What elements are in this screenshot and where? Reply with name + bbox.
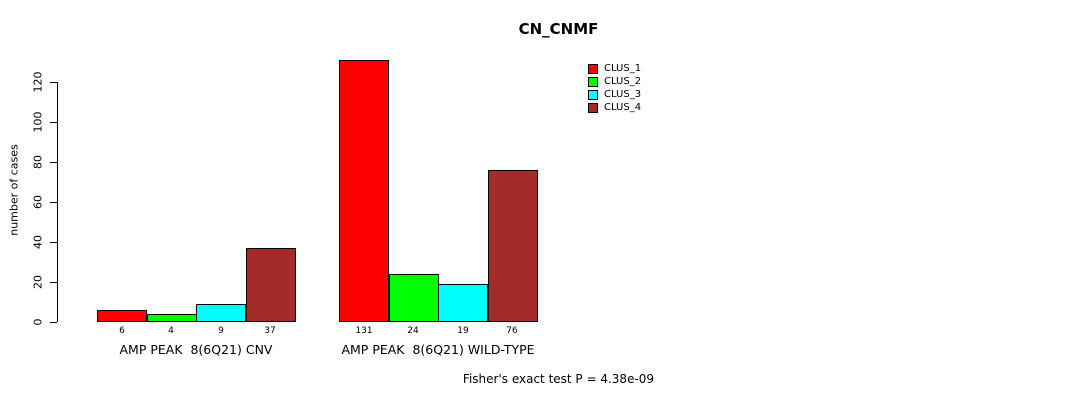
y-axis-tick-label: 80: [31, 155, 45, 169]
y-axis-label: number of cases: [7, 144, 21, 236]
legend-swatch-clus-2: [588, 76, 598, 87]
y-axis-tick-label: 0: [31, 318, 45, 326]
bar-clus-1-group1: [97, 310, 147, 322]
bar-clus-2-group1: [147, 314, 197, 322]
y-axis-tick: [50, 81, 57, 83]
bar-clus-3-group1: [196, 304, 246, 322]
bar-clus-4-group1: [246, 248, 296, 322]
y-axis-tick-label: 20: [31, 275, 45, 289]
legend-swatch-clus-3: [588, 89, 598, 100]
legend-swatch-clus-1: [588, 63, 598, 74]
bar-value-label: 76: [506, 326, 518, 336]
footnote-text: Fisher's exact test P = 4.38e-09: [462, 372, 655, 386]
legend-row: CLUS_4: [588, 101, 641, 114]
bar-clus-2-group2: [389, 274, 439, 322]
bar-clus-1-group2: [339, 60, 389, 322]
legend-row: CLUS_3: [588, 88, 641, 101]
y-axis-tick-label: 100: [31, 111, 45, 133]
y-axis-tick: [50, 281, 57, 283]
bar-value-label: 9: [218, 326, 224, 336]
legend: CLUS_1 CLUS_2 CLUS_3 CLUS_4: [588, 62, 641, 114]
y-axis-tick-label: 120: [31, 71, 45, 93]
legend-row: CLUS_1: [588, 62, 641, 75]
chart-title: CN_CNMF: [518, 20, 599, 38]
y-axis-tick-label: 60: [31, 195, 45, 209]
y-axis-line: [57, 82, 58, 322]
bar-clus-4-group2: [488, 170, 538, 322]
legend-label: CLUS_1: [604, 63, 642, 74]
bar-value-label: 6: [119, 326, 125, 336]
legend-label: CLUS_2: [604, 76, 642, 87]
y-axis-tick: [50, 241, 57, 243]
y-axis-tick: [50, 121, 57, 123]
legend-label: CLUS_4: [604, 102, 642, 113]
y-axis-tick-label: 40: [31, 235, 45, 249]
group-label: AMP PEAK 8(6Q21) WILD-TYPE: [341, 342, 535, 357]
bar-value-label: 37: [264, 326, 276, 336]
legend-label: CLUS_3: [604, 89, 642, 100]
bar-value-label: 24: [407, 326, 419, 336]
legend-row: CLUS_2: [588, 75, 641, 88]
bar-value-label: 131: [355, 326, 373, 336]
bar-value-label: 4: [168, 326, 174, 336]
y-axis-tick: [50, 161, 57, 163]
legend-swatch-clus-4: [588, 102, 598, 113]
y-axis-tick: [50, 201, 57, 203]
y-axis-tick: [50, 321, 57, 323]
group-label: AMP PEAK 8(6Q21) CNV: [119, 342, 273, 357]
bar-clus-3-group2: [438, 284, 488, 322]
bar-value-label: 19: [457, 326, 469, 336]
